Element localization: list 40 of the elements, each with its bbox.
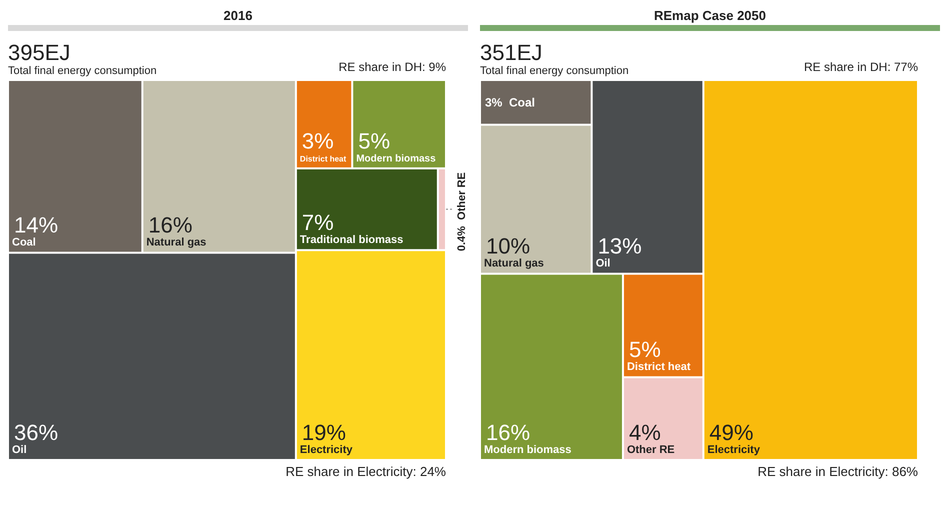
category-label: Traditional biomass: [300, 234, 404, 246]
text: Total final energy consumption: [480, 65, 629, 77]
category-label: Coal: [12, 236, 36, 249]
data-label: 16%: [148, 212, 192, 238]
text: RE share in DH: 9%: [338, 60, 446, 76]
data-label: 4%: [628, 420, 661, 445]
text: 395EJ: [8, 40, 72, 65]
data-label: 13%: [598, 234, 642, 259]
category-label: Electricity: [300, 444, 354, 456]
category-label: Other RE: [456, 172, 468, 220]
text: REmap Case 2050: [480, 8, 940, 31]
category-label: Modern biomass: [356, 153, 436, 164]
data-label: 3%: [302, 128, 334, 154]
data-label: 10%: [486, 234, 530, 259]
data-label: 19%: [302, 420, 346, 445]
category-label: District heat: [300, 154, 346, 164]
category-label: Other RE: [626, 444, 675, 456]
text: Total final energy consumption: [8, 65, 157, 77]
text: RE share in Electricity: 86%: [756, 464, 918, 479]
text: 2016: [8, 8, 468, 31]
data-label: 5%: [628, 337, 661, 362]
category-label: Modern biomass: [484, 444, 572, 456]
category-label: Oil: [596, 258, 610, 270]
category-label: Natural gas: [146, 236, 206, 249]
data-label: 49%: [709, 420, 754, 445]
category-label: Natural gas: [484, 258, 544, 270]
category-label: Coal: [509, 95, 536, 110]
category-label: Oil: [12, 444, 27, 456]
text: RE share in DH: 77%: [804, 60, 918, 76]
category-label: Electricity: [707, 444, 761, 456]
data-label: 3%: [485, 95, 503, 110]
text: RE share in Electricity: 24%: [284, 464, 446, 479]
data-label: 7%: [302, 210, 334, 236]
data-label: 36%: [14, 420, 58, 445]
text: 351EJ: [480, 40, 544, 65]
category-label: District heat: [626, 361, 691, 374]
data-label: 16%: [486, 420, 530, 445]
data-label: 14%: [14, 212, 58, 238]
data-label: 0.4%: [456, 226, 468, 252]
data-label: 5%: [358, 128, 390, 154]
